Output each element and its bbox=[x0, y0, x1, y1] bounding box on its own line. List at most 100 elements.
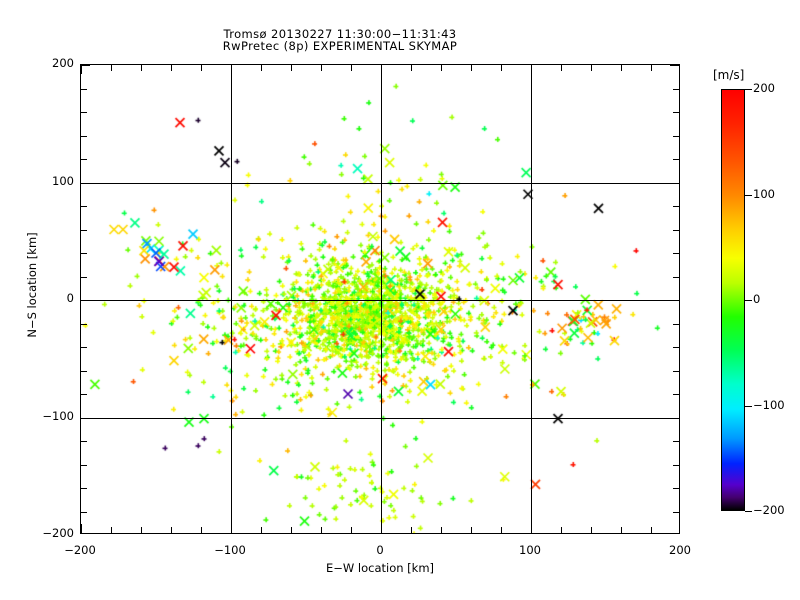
gridline-horizontal bbox=[81, 300, 679, 302]
y-axis-tick bbox=[673, 112, 679, 114]
y-axis-tick bbox=[81, 347, 87, 349]
gridline-horizontal bbox=[81, 182, 679, 184]
x-axis-tick bbox=[441, 527, 443, 533]
y-axis-tick bbox=[673, 253, 679, 255]
x-axis-tick bbox=[111, 65, 113, 71]
figure-title-line-2: RwPretec (8p) EXPERIMENTAL SKYMAP bbox=[222, 39, 458, 53]
x-tick-label: 0 bbox=[376, 543, 384, 557]
gridline-horizontal bbox=[81, 417, 679, 419]
x-axis-tick bbox=[261, 65, 263, 71]
x-axis-tick bbox=[591, 65, 593, 71]
x-axis-tick bbox=[111, 527, 113, 533]
y-axis-tick bbox=[81, 206, 87, 208]
x-axis-tick bbox=[411, 65, 413, 71]
y-tick-label: −100 bbox=[42, 408, 74, 423]
x-axis-tick bbox=[621, 527, 623, 533]
gridline-vertical bbox=[231, 65, 233, 533]
y-axis-tick bbox=[81, 464, 87, 466]
colorbar-tick-label: 200 bbox=[753, 81, 775, 95]
gridline-vertical bbox=[381, 65, 383, 533]
x-axis-tick bbox=[321, 65, 323, 71]
x-axis-tick bbox=[171, 65, 173, 71]
y-axis-tick bbox=[673, 229, 679, 231]
y-axis-title: N−S location [km] bbox=[25, 232, 39, 338]
y-axis-tick bbox=[673, 370, 679, 372]
x-axis-tick bbox=[591, 527, 593, 533]
x-axis-tick bbox=[351, 65, 353, 71]
y-axis-tick bbox=[81, 135, 87, 137]
y-axis-tick bbox=[670, 182, 679, 184]
x-axis-tick bbox=[621, 65, 623, 71]
y-axis-tick bbox=[81, 394, 87, 396]
y-axis-tick bbox=[673, 135, 679, 137]
y-axis-tick bbox=[670, 65, 679, 67]
x-axis-tick bbox=[201, 527, 203, 533]
y-axis-tick bbox=[670, 417, 679, 419]
x-axis-tick bbox=[291, 65, 293, 71]
x-axis-tick bbox=[141, 65, 143, 71]
y-axis-tick bbox=[81, 511, 87, 513]
y-axis-tick bbox=[81, 323, 87, 325]
x-tick-label: 100 bbox=[519, 543, 541, 557]
y-axis-tick bbox=[81, 112, 87, 114]
x-tick-label: −200 bbox=[64, 543, 96, 557]
x-axis-tick bbox=[321, 527, 323, 533]
x-axis-tick bbox=[441, 65, 443, 71]
y-axis-tick bbox=[673, 206, 679, 208]
y-axis-tick bbox=[81, 65, 90, 67]
y-tick-label: −200 bbox=[42, 526, 74, 540]
y-axis-tick bbox=[81, 229, 87, 231]
x-axis-tick bbox=[411, 527, 413, 533]
x-axis-tick bbox=[501, 65, 503, 71]
y-axis-tick bbox=[670, 300, 679, 302]
x-axis-tick bbox=[531, 524, 533, 533]
colorbar-tick-label: −100 bbox=[753, 397, 785, 412]
plot-area bbox=[80, 64, 680, 534]
y-axis-tick bbox=[673, 88, 679, 90]
y-axis-tick bbox=[673, 159, 679, 161]
y-axis-tick bbox=[673, 464, 679, 466]
colorbar-tick-label: 0 bbox=[753, 292, 761, 306]
x-axis-tick bbox=[531, 65, 533, 74]
x-axis-tick bbox=[171, 527, 173, 533]
x-axis-tick bbox=[261, 527, 263, 533]
y-axis-tick bbox=[81, 276, 87, 278]
colorbar-tick bbox=[745, 194, 752, 196]
x-axis-tick bbox=[201, 65, 203, 71]
y-axis-tick bbox=[81, 488, 87, 490]
x-axis-title: E−W location [km] bbox=[325, 561, 435, 575]
x-axis-tick bbox=[471, 527, 473, 533]
x-tick-label: 200 bbox=[669, 543, 691, 557]
y-axis-tick bbox=[673, 323, 679, 325]
y-tick-label: 100 bbox=[52, 173, 74, 188]
colorbar-tick bbox=[745, 89, 752, 91]
colorbar-tick bbox=[745, 511, 752, 513]
y-axis-tick bbox=[673, 441, 679, 443]
x-axis-tick bbox=[351, 527, 353, 533]
scatter-points-canvas bbox=[81, 65, 679, 533]
x-axis-tick bbox=[561, 527, 563, 533]
colorbar-gradient bbox=[721, 89, 745, 511]
colorbar-tick bbox=[745, 300, 752, 302]
y-axis-tick bbox=[81, 370, 87, 372]
gridline-vertical bbox=[531, 65, 533, 533]
y-axis-tick bbox=[81, 300, 90, 302]
x-axis-tick bbox=[651, 65, 653, 71]
colorbar-tick-label: 100 bbox=[753, 186, 775, 201]
x-tick-label: −100 bbox=[214, 543, 246, 557]
x-axis-tick bbox=[141, 527, 143, 533]
y-axis-tick bbox=[81, 441, 87, 443]
figure-title-line-1: Tromsø 20130227 11:30:00−11:31:43 bbox=[223, 27, 457, 41]
x-axis-tick bbox=[81, 524, 83, 533]
colorbar-unit-label: [m/s] bbox=[713, 68, 745, 82]
y-axis-tick bbox=[673, 276, 679, 278]
y-axis-tick bbox=[81, 417, 90, 419]
x-axis-tick bbox=[231, 65, 233, 74]
y-axis-tick bbox=[673, 394, 679, 396]
x-axis-tick bbox=[651, 527, 653, 533]
y-axis-tick bbox=[81, 253, 87, 255]
x-axis-tick bbox=[471, 65, 473, 71]
y-axis-tick bbox=[81, 88, 87, 90]
colorbar: 200 100 0 −100 −200 bbox=[721, 81, 785, 517]
